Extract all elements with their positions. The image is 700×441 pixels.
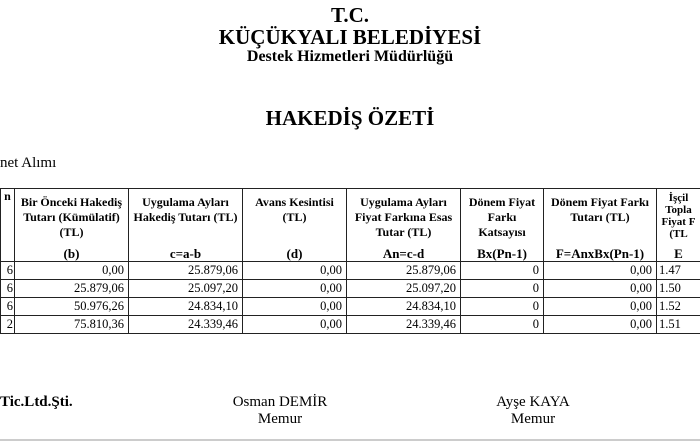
column-header: Dönem Fiyat Farkı Katsayısı (460, 188, 544, 243)
column-formula: (d) (242, 243, 347, 262)
table-cell: 6 (0, 279, 15, 298)
table-row: 6 50.976,26 24.834,10 0,00 24.834,10 0 0,00 1.5… (0, 297, 700, 316)
table-cell: 1.52 (656, 297, 700, 316)
table-cell: 75.810,36 (14, 315, 129, 334)
header-tc: T.C. (330, 3, 370, 27)
table-cell: 2 (0, 315, 15, 334)
column-header: n (0, 188, 15, 243)
table-cell: 25.879,06 (346, 261, 461, 280)
column-header: Uygulama Ayları Hakediş Tutarı (TL) (128, 188, 243, 243)
column-header: Avans Kesintisi (TL) (242, 188, 347, 243)
table-cell: 0,00 (242, 261, 347, 280)
table-cell: 24.834,10 (128, 297, 243, 316)
table-cell: 24.834,10 (346, 297, 461, 316)
table-row: 6 25.879,06 25.097,20 0,00 25.097,20 0 0,00 1.5… (0, 279, 700, 298)
table-cell: 0 (460, 315, 544, 334)
column-header: İşçil Topla Fiyat F (TL (656, 188, 700, 243)
column-formula: (b) (14, 243, 129, 262)
column-formula: An=c-d (346, 243, 461, 262)
table-row: 6 0,00 25.879,06 0,00 25.879,06 0 0,00 1.47 (0, 261, 700, 280)
column-formula: F=AnxBx(Pn-1) (543, 243, 657, 262)
table-cell: 0,00 (543, 279, 657, 298)
table-cell: 50.976,26 (14, 297, 129, 316)
table-cell: 1.50 (656, 279, 700, 298)
column-header: Uygulama Ayları Fiyat Farkına Esas Tutar… (346, 188, 461, 243)
table-cell: 24.339,46 (346, 315, 461, 334)
table-cell: 0,00 (543, 297, 657, 316)
signature-title: Memur (257, 411, 303, 427)
table-cell: 1.51 (656, 315, 700, 334)
signature-title: Memur (510, 411, 556, 427)
signature-ayse-kaya: Ayşe KAYA Memur (468, 394, 598, 428)
column-formula: Bx(Pn-1) (460, 243, 544, 262)
table-row: 2 75.810,36 24.339,46 0,00 24.339,46 0 0,00 1.5… (0, 315, 700, 334)
table-cell: 25.879,06 (128, 261, 243, 280)
header-department: Destek Hizmetleri Müdürlüğü (246, 48, 454, 65)
signature-company: Tic.Ltd.Şti. (0, 394, 120, 411)
table-cell: 25.097,20 (346, 279, 461, 298)
table-cell: 24.339,46 (128, 315, 243, 334)
table-cell: 0 (460, 297, 544, 316)
column-header: Bir Önceki Hakediş Tutarı (Kümülatif) (T… (14, 188, 129, 243)
table-cell: 6 (0, 261, 15, 280)
table-cell: 0,00 (242, 315, 347, 334)
table-cell: 0,00 (543, 261, 657, 280)
column-header: Dönem Fiyat Farkı Tutarı (TL) (543, 188, 657, 243)
column-formula: c=a-b (128, 243, 243, 262)
table-cell: 0 (460, 279, 544, 298)
table-cell: 25.879,06 (14, 279, 129, 298)
column-formula: E (656, 243, 700, 262)
progress-payment-summary-table: n Bir Önceki Hakediş Tutarı (Kümülatif) (… (0, 188, 700, 334)
table-cell: 0,00 (242, 279, 347, 298)
column-formula (0, 243, 15, 262)
signature-name: Osman DEMİR (232, 394, 328, 410)
table-cell: 0,00 (543, 315, 657, 334)
subject-text: net Alımı (0, 155, 57, 171)
table-cell: 25.097,20 (128, 279, 243, 298)
table-cell: 0,00 (242, 297, 347, 316)
signature-name: Ayşe KAYA (496, 394, 570, 410)
table-cell: 1.47 (656, 261, 700, 280)
signature-name: Tic.Ltd.Şti. (0, 394, 73, 410)
divider (0, 439, 700, 441)
page-title: HAKEDİŞ ÖZETİ (265, 106, 435, 130)
table-cell: 6 (0, 297, 15, 316)
header-municipality: KÜÇÜKYALI BELEDİYESİ (218, 25, 482, 49)
table-cell: 0,00 (14, 261, 129, 280)
table-cell: 0 (460, 261, 544, 280)
signature-osman-demir: Osman DEMİR Memur (215, 394, 345, 428)
